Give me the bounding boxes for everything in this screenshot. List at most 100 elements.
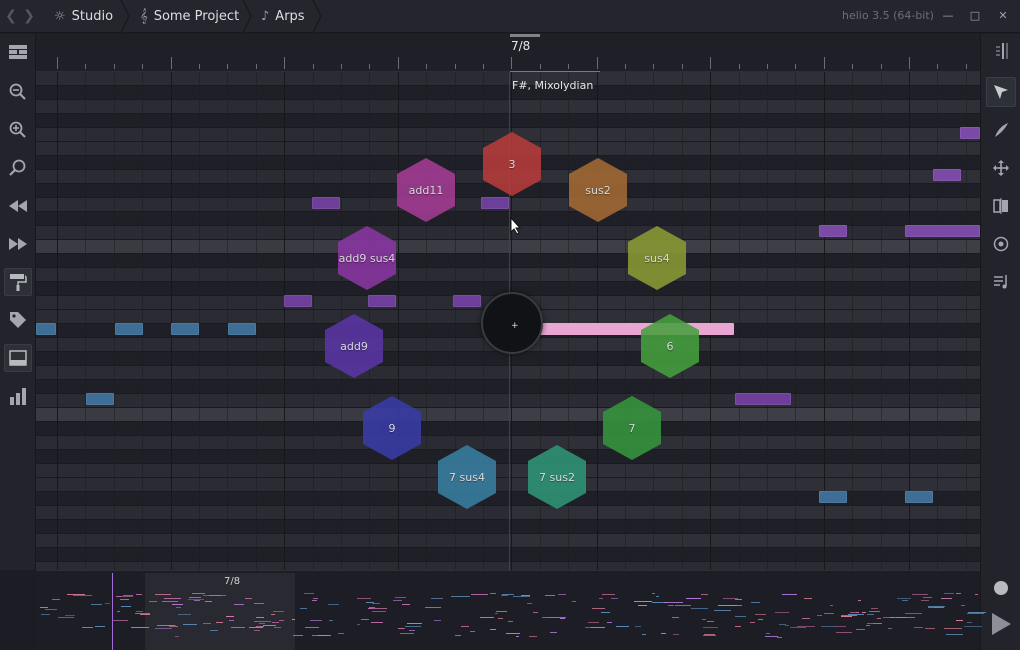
note[interactable] xyxy=(819,491,847,503)
grid-line xyxy=(398,72,399,570)
minimap-note xyxy=(136,594,142,595)
record-icon xyxy=(994,581,1008,595)
grid-line xyxy=(256,72,257,570)
minimap-note xyxy=(172,604,183,605)
minimap-note xyxy=(155,628,172,629)
minimap-note xyxy=(259,623,265,624)
annotations-button[interactable] xyxy=(4,306,32,334)
zoom-out-button[interactable] xyxy=(4,78,32,106)
minimap-note xyxy=(395,597,406,598)
chord-label: sus4 xyxy=(644,251,670,265)
piano-lane xyxy=(36,506,980,520)
note[interactable] xyxy=(312,197,340,209)
piano-lane xyxy=(36,478,980,492)
maximize-icon[interactable]: □ xyxy=(969,9,981,22)
minimize-icon[interactable]: — xyxy=(942,9,954,22)
minimap-viewport[interactable] xyxy=(145,573,295,650)
minimap-note xyxy=(675,605,691,606)
note[interactable] xyxy=(86,393,114,405)
chord-label: add11 xyxy=(408,183,444,197)
chord-tool-button[interactable] xyxy=(4,268,32,296)
velocity-editor-button[interactable] xyxy=(4,382,32,410)
grid-line xyxy=(284,72,285,570)
note[interactable] xyxy=(368,295,396,307)
breadcrumb-track[interactable]: ♪ Arps xyxy=(261,0,305,33)
pen-tool-button[interactable] xyxy=(986,115,1016,145)
note[interactable] xyxy=(36,323,56,335)
minimap-note xyxy=(480,617,494,618)
forward-arrow-icon[interactable]: ❯ xyxy=(23,8,35,24)
ruler-tick xyxy=(284,57,285,69)
chord-hex-sus2[interactable]: sus2 xyxy=(569,158,627,222)
minimap-note xyxy=(897,598,911,599)
play-button[interactable] xyxy=(986,609,1016,639)
chord-hex-7-sus2[interactable]: 7 sus2 xyxy=(528,445,586,509)
minimap-note xyxy=(599,598,603,599)
note[interactable] xyxy=(284,295,312,307)
music-note-icon: ♪ xyxy=(261,9,270,24)
minimap-note xyxy=(735,616,746,617)
selected-note[interactable] xyxy=(510,323,734,335)
select-tool-button[interactable] xyxy=(986,77,1016,107)
piano-lane xyxy=(36,268,980,282)
pen-icon xyxy=(995,123,1008,137)
drag-tool-button[interactable] xyxy=(986,153,1016,183)
minimap-note xyxy=(661,633,666,634)
bar-chart-icon xyxy=(10,388,26,405)
ruler-tick xyxy=(909,57,910,69)
breadcrumb-project[interactable]: 𝄞 Some Project xyxy=(140,0,239,33)
zoom-tool-button[interactable] xyxy=(4,154,32,182)
minimap-note xyxy=(802,618,810,619)
minimap-note xyxy=(82,627,93,628)
zoom-in-button[interactable] xyxy=(4,116,32,144)
chord-hex-7[interactable]: 7 xyxy=(603,396,661,460)
minimap-note xyxy=(502,594,514,595)
playhead-marker[interactable] xyxy=(510,34,540,37)
right-toolbar xyxy=(980,34,1020,650)
project-minimap[interactable]: 7/8 xyxy=(36,570,986,650)
piano-roll[interactable]: F#, Mixolydian 3 add11 sus2 add9 sus4 su… xyxy=(36,72,980,570)
minimap-note xyxy=(40,607,48,608)
minimap-note xyxy=(140,614,150,615)
back-arrow-icon[interactable]: ❮ xyxy=(5,8,17,24)
note[interactable] xyxy=(228,323,256,335)
minimap-note xyxy=(470,631,475,632)
mirror-tool-button[interactable] xyxy=(986,191,1016,221)
record-mode-button[interactable] xyxy=(986,229,1016,259)
chord-tool-center[interactable]: + xyxy=(481,292,543,354)
note[interactable] xyxy=(905,225,980,237)
grid-line xyxy=(795,72,796,570)
note[interactable] xyxy=(819,225,847,237)
minimap-note xyxy=(368,608,387,609)
toggle-pattern-view-button[interactable] xyxy=(4,38,32,66)
minimap-note xyxy=(58,617,74,618)
chord-hex-sus4[interactable]: sus4 xyxy=(628,226,686,290)
note[interactable] xyxy=(735,393,791,405)
minimap-note xyxy=(777,637,782,638)
note[interactable] xyxy=(905,491,933,503)
toggle-sidebar-button[interactable] xyxy=(986,36,1016,66)
note[interactable] xyxy=(453,295,481,307)
minimap-note xyxy=(357,624,360,625)
close-icon[interactable]: ✕ xyxy=(998,9,1008,22)
rewind-button[interactable] xyxy=(4,192,32,220)
note[interactable] xyxy=(115,323,143,335)
note[interactable] xyxy=(481,197,509,209)
breadcrumb-studio[interactable]: ☼ Studio xyxy=(54,0,113,33)
minimap-note xyxy=(611,598,618,599)
minimap-note xyxy=(672,617,679,618)
chord-hex-6[interactable]: 6 xyxy=(641,314,699,378)
record-button[interactable] xyxy=(986,573,1016,603)
target-icon xyxy=(993,236,1009,252)
note[interactable] xyxy=(960,127,980,139)
breadcrumb-label: Studio xyxy=(71,9,114,24)
timeline-ruler[interactable]: 7/8 xyxy=(36,34,980,74)
minimap-note xyxy=(968,612,986,613)
arpeggiate-button[interactable] xyxy=(986,267,1016,297)
toggle-minimap-button[interactable] xyxy=(4,344,32,372)
fast-forward-button[interactable] xyxy=(4,230,32,258)
note[interactable] xyxy=(933,169,961,181)
minimap-note xyxy=(366,602,374,603)
minimap-note xyxy=(292,619,295,620)
note[interactable] xyxy=(171,323,199,335)
